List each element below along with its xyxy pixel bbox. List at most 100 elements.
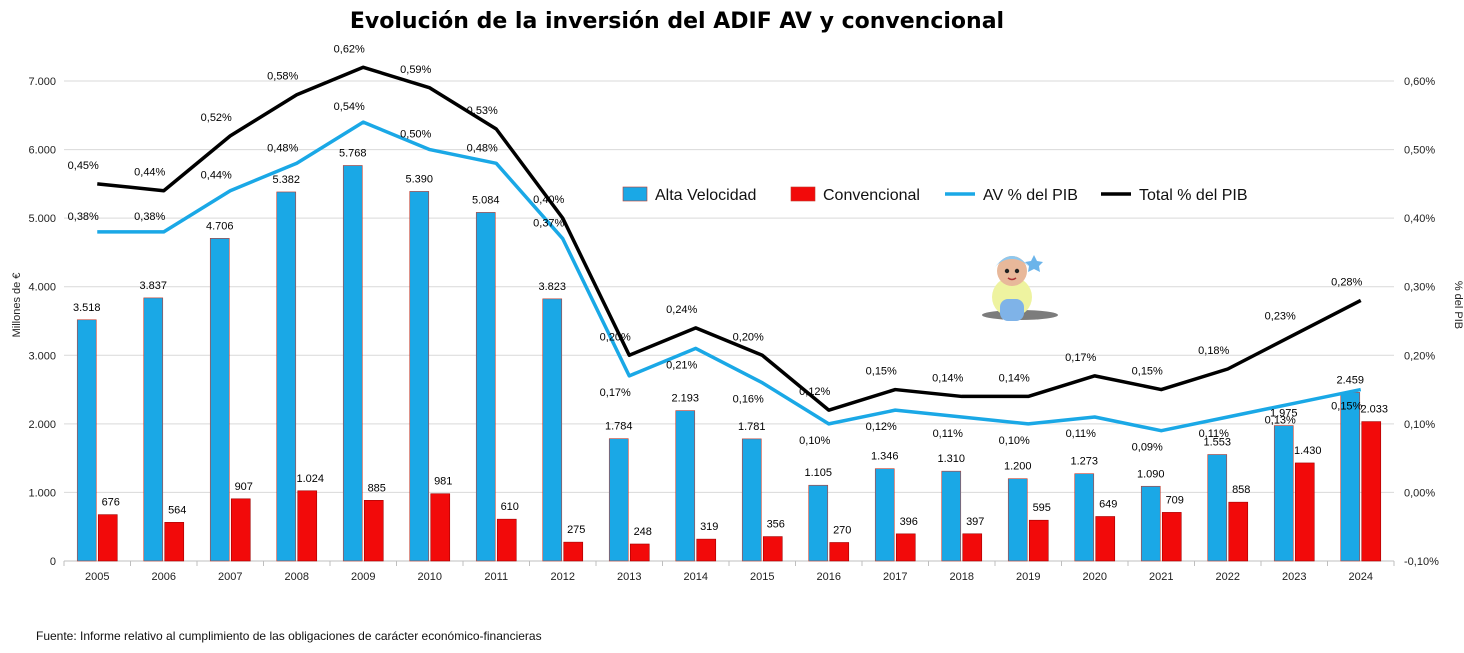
line-av-pib	[97, 120, 1362, 433]
point-label-av-pib: 0,09%	[1132, 442, 1163, 454]
x-tick-label: 2010	[418, 571, 442, 583]
bar-convencional	[1095, 516, 1116, 562]
bar-alta-velocidad	[409, 191, 430, 562]
point-label-av-pib: 0,50%	[400, 129, 431, 141]
bar-label-convencional: 1.430	[1294, 445, 1322, 457]
y-tick-label: 2.000	[28, 419, 56, 431]
point-label-total-pib: 0,52%	[201, 112, 232, 124]
bar-alta-velocidad	[1340, 392, 1361, 562]
point-label-total-pib: 0,62%	[334, 43, 365, 55]
x-tick-label: 2014	[684, 571, 708, 583]
bar-label-convencional: 397	[966, 516, 984, 528]
point-label-total-pib: 0,12%	[799, 386, 830, 398]
y-tick-label: 1.000	[28, 487, 56, 499]
bar-convencional	[696, 538, 717, 562]
bar-convencional	[496, 518, 517, 562]
point-label-total-pib: 0,59%	[400, 64, 431, 76]
point-label-total-pib: 0,20%	[733, 331, 764, 343]
y2-tick-label: 0,40%	[1404, 213, 1435, 225]
point-label-av-pib: 0,48%	[267, 142, 298, 154]
legend-label: Alta Velocidad	[655, 187, 756, 204]
bar-alta-velocidad	[874, 468, 895, 562]
point-label-av-pib: 0,44%	[201, 170, 232, 182]
y2-tick-label: 0,60%	[1404, 76, 1435, 88]
bar-label-convencional: 709	[1166, 494, 1184, 506]
bar-convencional	[97, 514, 118, 562]
bar-alta-velocidad	[608, 438, 629, 562]
bar-alta-velocidad	[1207, 454, 1228, 562]
y2-tick-label: 0,10%	[1404, 419, 1435, 431]
bar-label-alta-velocidad: 5.768	[339, 147, 367, 159]
point-label-total-pib: 0,15%	[1132, 366, 1163, 378]
bar-convencional	[895, 533, 916, 562]
bar-convencional	[829, 542, 850, 562]
bar-alta-velocidad	[342, 165, 363, 562]
point-label-av-pib: 0,38%	[68, 211, 99, 223]
point-label-total-pib: 0,15%	[866, 366, 897, 378]
data-labels: 3.518 676 3.837 564 4.706 907 5.382 1.024 5.768 8…	[68, 43, 1388, 538]
bar-label-alta-velocidad: 1.105	[804, 467, 832, 479]
bar-label-alta-velocidad: 5.382	[272, 174, 300, 186]
x-tick-label: 2007	[218, 571, 242, 583]
bar-label-alta-velocidad: 2.459	[1336, 374, 1364, 386]
x-tick-label: 2023	[1282, 571, 1306, 583]
gridlines	[64, 80, 1394, 562]
point-label-av-pib: 0,12%	[866, 421, 897, 433]
point-label-total-pib: 0,17%	[1065, 352, 1096, 364]
bar-alta-velocidad	[1273, 425, 1294, 562]
bar-convencional	[962, 533, 983, 562]
bar-alta-velocidad	[675, 410, 696, 562]
point-label-av-pib: 0,11%	[1066, 428, 1097, 440]
bar-label-convencional: 907	[235, 481, 253, 493]
bar-label-alta-velocidad: 1.781	[738, 421, 766, 433]
bar-label-convencional: 275	[567, 524, 585, 536]
axes: 0 1.000 2.000 3.000 4.000 5.000 6.000 7.000 -0,1…	[28, 76, 1439, 583]
point-label-av-pib: 0,38%	[134, 211, 165, 223]
point-label-av-pib: 0,10%	[799, 435, 830, 447]
bar-convencional	[629, 543, 650, 562]
point-label-av-pib: 0,11%	[1199, 428, 1230, 440]
x-tick-label: 2005	[85, 571, 109, 583]
legend-swatch	[790, 186, 816, 202]
bar-convencional	[164, 522, 185, 562]
bar-label-alta-velocidad: 3.837	[139, 280, 167, 292]
bar-label-convencional: 981	[434, 476, 452, 488]
x-tick-label: 2011	[484, 571, 508, 583]
bar-convencional	[563, 541, 584, 562]
bar-label-alta-velocidad: 1.310	[937, 453, 965, 465]
bar-convencional	[230, 498, 251, 562]
bar-label-convencional: 319	[700, 521, 718, 533]
y2-axis-title: % del PIB	[1452, 281, 1464, 329]
mascot-image	[982, 255, 1058, 321]
y-tick-label: 7.000	[28, 76, 56, 88]
point-label-total-pib: 0,20%	[600, 331, 631, 343]
y-tick-label: 4.000	[28, 282, 56, 294]
bar-label-convencional: 396	[900, 516, 918, 528]
bar-label-alta-velocidad: 1.553	[1203, 437, 1231, 449]
point-label-total-pib: 0,23%	[1265, 311, 1296, 323]
point-label-total-pib: 0,14%	[999, 372, 1030, 384]
bar-alta-velocidad	[76, 319, 97, 562]
bar-convencional	[363, 500, 384, 562]
bar-label-convencional: 595	[1033, 502, 1051, 514]
bar-label-alta-velocidad: 4.706	[206, 220, 234, 232]
x-tick-label: 2018	[950, 571, 974, 583]
bars	[76, 165, 1382, 562]
bar-label-alta-velocidad: 5.084	[472, 194, 500, 206]
bar-label-alta-velocidad: 2.193	[671, 393, 699, 405]
line-total-pib	[97, 65, 1362, 412]
y2-tick-label: -0,10%	[1404, 556, 1439, 568]
bar-alta-velocidad	[143, 297, 164, 562]
point-label-total-pib: 0,24%	[666, 304, 697, 316]
bar-alta-velocidad	[542, 298, 563, 562]
x-tick-label: 2015	[750, 571, 774, 583]
point-label-total-pib: 0,44%	[134, 167, 165, 179]
point-label-av-pib: 0,37%	[533, 218, 564, 230]
point-label-av-pib: 0,16%	[733, 394, 764, 406]
legend-label: AV % del PIB	[983, 187, 1078, 204]
bar-alta-velocidad	[1140, 485, 1161, 562]
point-label-total-pib: 0,53%	[467, 105, 498, 117]
point-label-total-pib: 0,28%	[1331, 276, 1362, 288]
bar-alta-velocidad	[941, 470, 962, 562]
